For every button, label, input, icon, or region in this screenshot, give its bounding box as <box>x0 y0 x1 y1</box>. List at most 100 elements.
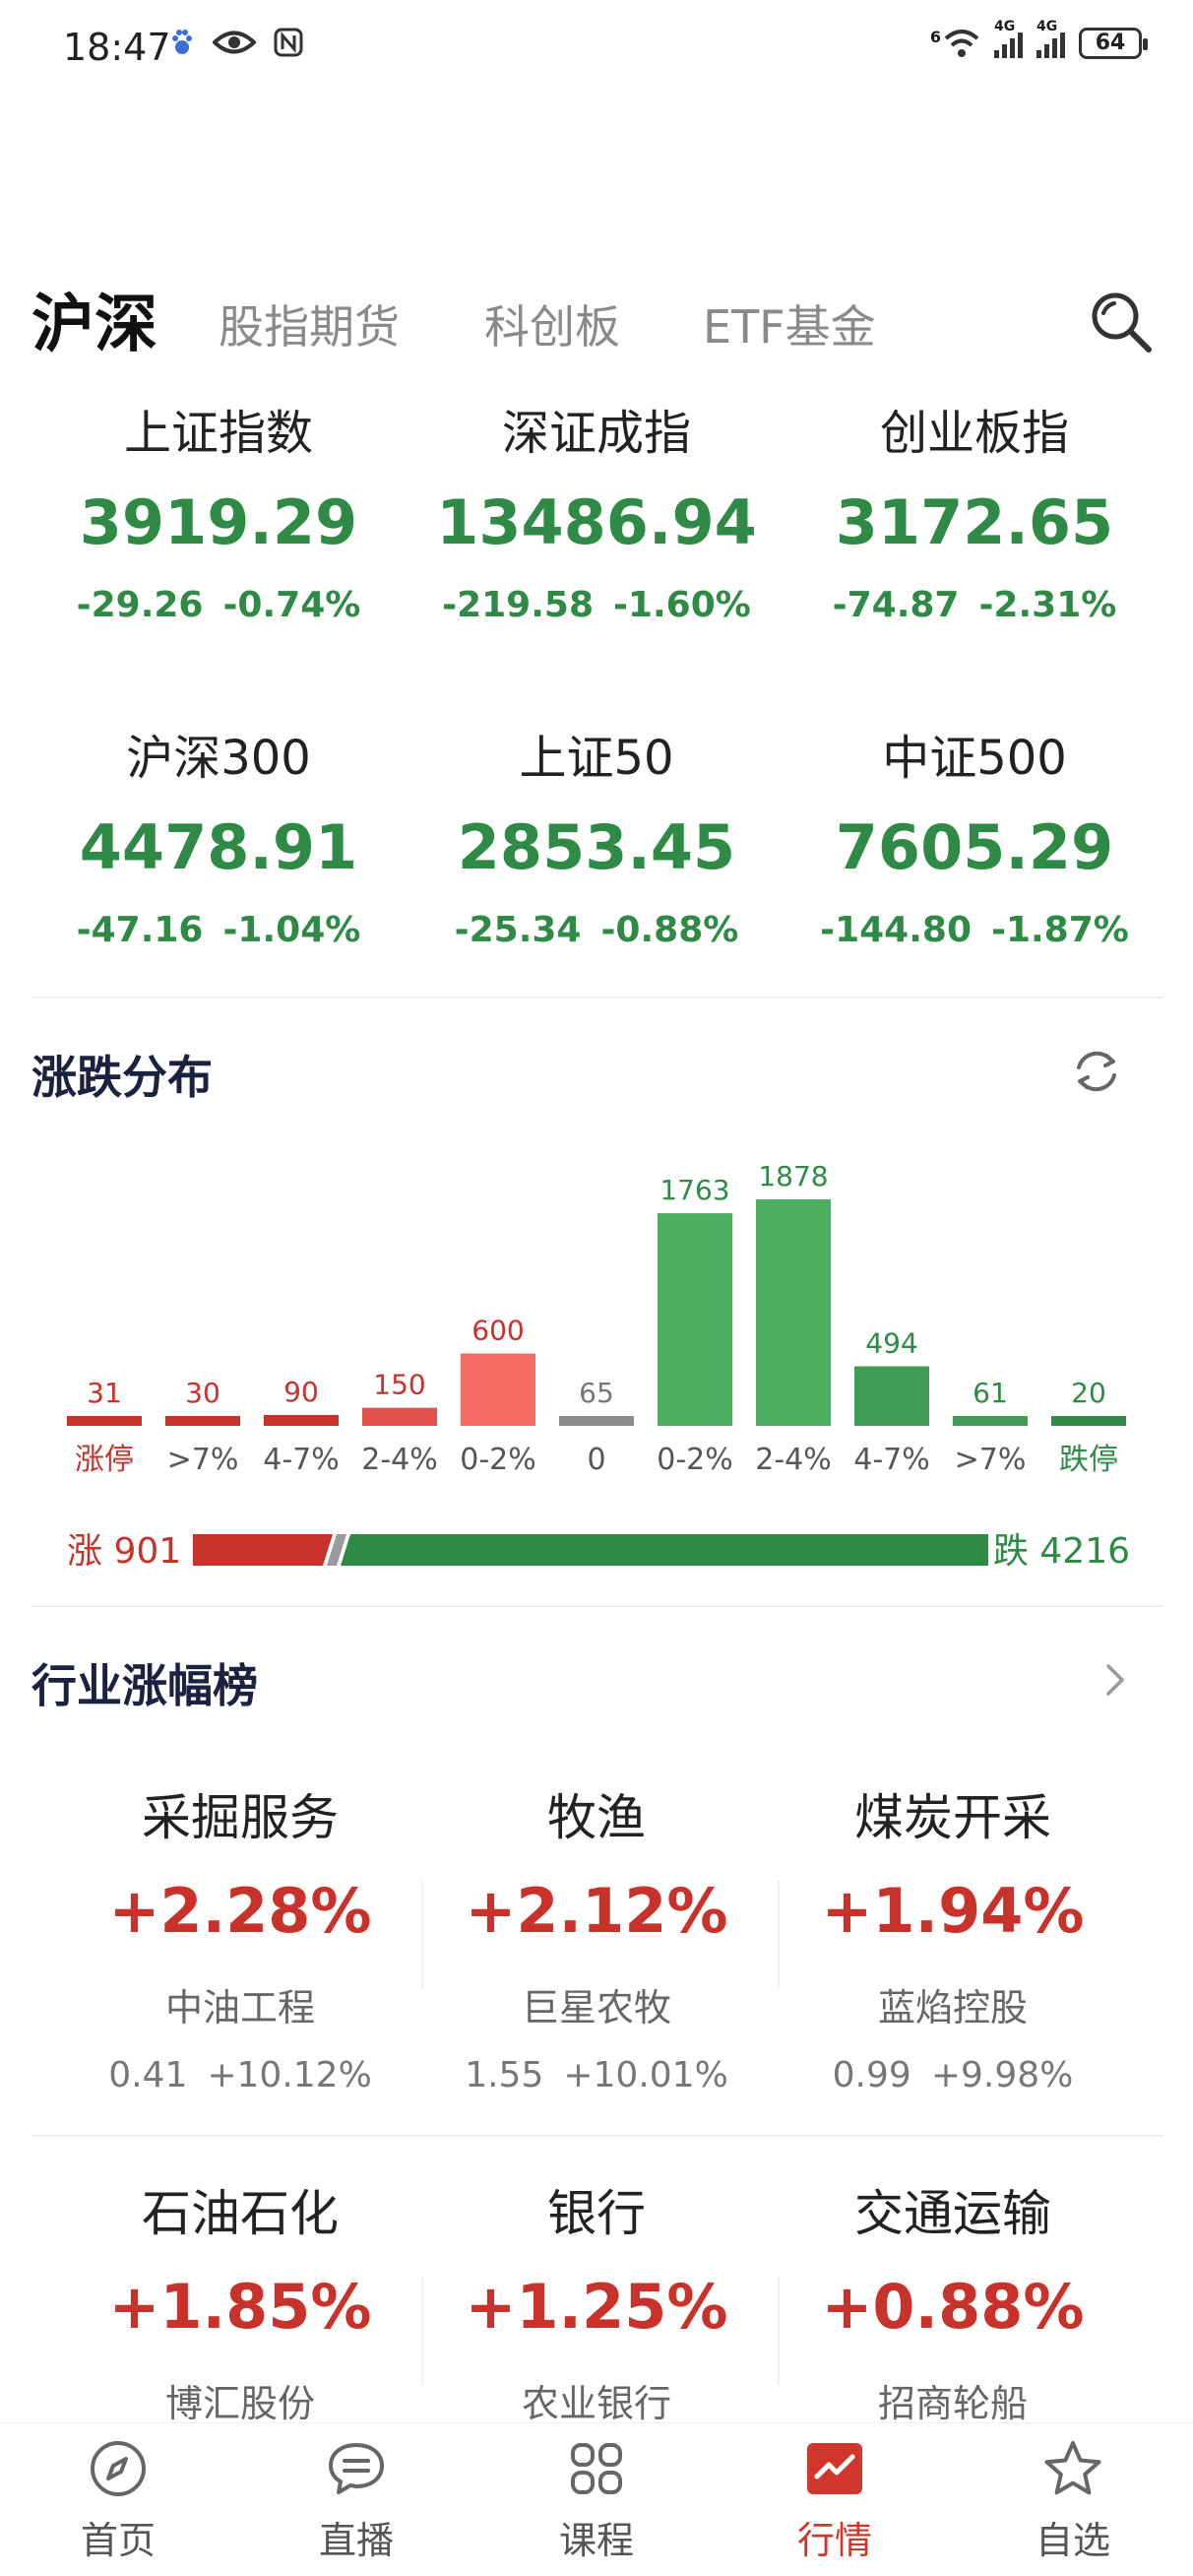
industry-name: 采掘服务 <box>142 1789 339 1846</box>
status-time: 18:47 <box>63 26 171 69</box>
bar-value-label: 150 <box>373 1369 425 1401</box>
tab-hushen[interactable]: 沪深 <box>31 289 157 361</box>
bar-value-label: 494 <box>865 1326 917 1359</box>
signal-icon <box>994 29 1023 58</box>
index-card[interactable]: 沪深300 4478.91 -47.16 -1.04% <box>31 719 406 950</box>
index-name: 创业板指 <box>879 406 1069 461</box>
index-value: 4478.91 <box>79 811 358 883</box>
leading-stock-price: 0.41 <box>108 2055 188 2095</box>
category-label: 0-2% <box>657 1443 733 1477</box>
industry-card[interactable]: 煤炭开采 +1.94% 蓝焰控股 0.99 +9.98% <box>776 1778 1130 2095</box>
up-down-ratio: 涨 901 跌 4216 <box>67 1516 1130 1576</box>
index-card[interactable]: 中证500 7605.29 -144.80 -1.87% <box>787 719 1162 950</box>
up-down-ratio-bar <box>193 1534 988 1566</box>
index-value: 7605.29 <box>835 811 1114 883</box>
nfc-icon <box>274 28 303 57</box>
wifi-6-label: 6 <box>929 27 941 46</box>
index-pct: -2.31% <box>978 585 1117 625</box>
down-count-label: 跌 4216 <box>992 1531 1130 1572</box>
leading-stock-name: 博汇股份 <box>164 2382 315 2425</box>
industry-card[interactable]: 牧渔 +2.12% 巨星农牧 1.55 +10.01% <box>419 1778 774 2095</box>
nav-courses[interactable]: 课程 <box>518 2437 675 2564</box>
index-pct: -1.04% <box>222 910 361 950</box>
bar-value-label: 30 <box>185 1377 220 1409</box>
industry-name: 牧渔 <box>547 1789 646 1846</box>
industry-pct: +0.88% <box>821 2271 1085 2343</box>
nav-label: 直播 <box>318 2519 394 2562</box>
index-name: 沪深300 <box>126 731 311 786</box>
nav-home[interactable]: 首页 <box>39 2437 197 2564</box>
industry-name: 煤炭开采 <box>854 1789 1051 1846</box>
chevron-right-icon[interactable] <box>1100 1660 1130 1700</box>
category-label: 0-2% <box>460 1443 536 1477</box>
distribution-bar <box>264 1414 339 1426</box>
search-icon[interactable] <box>1087 288 1156 356</box>
column-separator <box>778 2277 780 2385</box>
trend-icon <box>807 2443 862 2494</box>
status-bar: 18:47 6 4G 4G 64 <box>0 0 1193 98</box>
tab-star-market[interactable]: 科创板 <box>484 300 620 354</box>
industry-name: 交通运输 <box>854 2185 1051 2242</box>
leading-stock-name: 农业银行 <box>521 2382 671 2425</box>
nav-live[interactable]: 直播 <box>278 2437 435 2564</box>
index-change: -47.16 <box>76 910 204 950</box>
distribution-bar <box>854 1366 929 1426</box>
signal-icon <box>1036 29 1065 58</box>
bar-value-label: 1878 <box>758 1160 828 1192</box>
index-card[interactable]: 上证50 2853.45 -25.34 -0.88% <box>409 719 784 950</box>
nav-market[interactable]: 行情 <box>756 2437 913 2564</box>
industry-pct: +2.12% <box>465 1875 728 1947</box>
grid-icon <box>571 2443 622 2494</box>
category-label: >7% <box>955 1443 1027 1477</box>
market-tabs: 沪深 股指期货 科创板 ETF基金 <box>31 268 1163 361</box>
index-value: 2853.45 <box>457 811 736 883</box>
battery-icon: 64 <box>1079 28 1148 59</box>
index-value: 13486.94 <box>436 486 757 558</box>
distribution-bar <box>362 1407 437 1426</box>
baidu-paw-icon <box>172 30 192 54</box>
flat-ratio-fill <box>327 1534 346 1566</box>
industry-card[interactable]: 交通运输 +0.88% 招商轮船 <box>776 2174 1130 2427</box>
index-pct: -0.74% <box>222 585 361 625</box>
industry-title: 行业涨幅榜 <box>31 1659 258 1712</box>
industry-pct: +2.28% <box>108 1875 372 1947</box>
leading-stock-pct: +10.12% <box>207 2055 372 2095</box>
index-name: 上证指数 <box>123 406 313 461</box>
index-card[interactable]: 深证成指 13486.94 -219.58 -1.60% <box>409 394 784 625</box>
distribution-bar <box>953 1416 1028 1426</box>
industry-card[interactable]: 银行 +1.25% 农业银行 <box>419 2174 774 2427</box>
industry-card[interactable]: 石油石化 +1.85% 博汇股份 <box>63 2174 417 2427</box>
industry-pct: +1.94% <box>821 1875 1085 1947</box>
category-label: 2-4% <box>361 1443 438 1477</box>
industry-name: 石油石化 <box>142 2185 339 2242</box>
category-label: 4-7% <box>853 1443 930 1477</box>
down-ratio-fill <box>341 1534 988 1566</box>
industry-card[interactable]: 采掘服务 +2.28% 中油工程 0.41 +10.12% <box>63 1778 417 2095</box>
index-card[interactable]: 创业板指 3172.65 -74.87 -2.31% <box>787 394 1162 625</box>
bottom-nav: 首页 直播 课程 行情 自选 <box>0 2422 1193 2576</box>
bar-value-label: 1763 <box>659 1174 729 1206</box>
leading-stock-pct: +9.98% <box>930 2055 1074 2095</box>
up-count-label: 涨 901 <box>67 1531 182 1572</box>
divider <box>31 2135 1163 2137</box>
star-icon <box>1044 2441 1101 2495</box>
leading-stock-price: 0.99 <box>832 2055 911 2095</box>
index-pct: -0.88% <box>600 910 739 950</box>
industry-pct: +1.25% <box>465 2271 728 2343</box>
category-label: 涨停 <box>75 1443 134 1477</box>
leading-stock-name: 蓝焰控股 <box>877 1986 1028 2029</box>
tab-etf-fund[interactable]: ETF基金 <box>703 300 876 354</box>
category-label: 2-4% <box>755 1443 832 1477</box>
tab-index-futures[interactable]: 股指期货 <box>219 300 400 354</box>
eye-icon <box>213 31 256 54</box>
distribution-bar <box>756 1199 831 1426</box>
index-change: -29.26 <box>76 585 204 625</box>
index-change: -25.34 <box>454 910 582 950</box>
nav-watchlist[interactable]: 自选 <box>994 2437 1152 2564</box>
index-value: 3919.29 <box>79 486 358 558</box>
bar-value-label: 61 <box>973 1377 1008 1409</box>
index-value: 3172.65 <box>835 486 1114 558</box>
index-card[interactable]: 上证指数 3919.29 -29.26 -0.74% <box>31 394 406 625</box>
refresh-icon[interactable] <box>1069 1044 1124 1099</box>
network-type-label: 4G <box>1036 19 1058 34</box>
